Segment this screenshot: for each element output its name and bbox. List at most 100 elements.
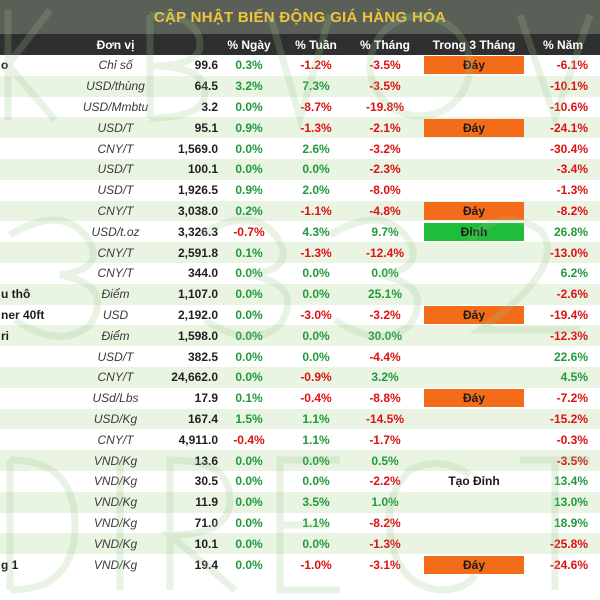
day-change-cell: 0.0% (235, 162, 263, 177)
unit-cell: USD/t.oz (91, 224, 140, 239)
unit-cell: CNY/T (97, 245, 134, 260)
three-month-cell (422, 76, 526, 97)
day-change-cell: 0.0% (235, 557, 263, 572)
year-change-cell: -24.1% (549, 120, 588, 135)
year-change-cell: -12.3% (549, 328, 588, 343)
three-month-cell (422, 180, 526, 201)
week-change-cell: -1.3% (300, 245, 332, 260)
commodity-name (0, 76, 70, 97)
day-change-cell: 0.0% (235, 99, 263, 114)
day-change-cell: 0.0% (235, 495, 263, 510)
day-change-cell: 0.9% (235, 183, 263, 198)
month-change-cell: -8.0% (369, 183, 401, 198)
day-change-cell: 0.3% (235, 58, 263, 73)
year-change-cell: -3.4% (556, 162, 588, 177)
price-cell: 99.6 (194, 58, 218, 73)
three-month-cell (422, 325, 526, 346)
month-change-cell: -4.4% (369, 349, 401, 364)
month-change-cell: -1.3% (369, 536, 401, 551)
price-cell: 1,107.0 (177, 287, 218, 302)
three-month-cell (422, 429, 526, 450)
price-cell: 71.0 (194, 515, 218, 530)
price-cell: 17.9 (194, 391, 218, 406)
unit-cell: VND/Kg (93, 474, 138, 489)
price-cell: 344.0 (187, 266, 218, 281)
commodity-name (0, 221, 70, 242)
unit-cell: USD (102, 307, 129, 322)
table-row: CNY/T 2,591.8 0.1% -1.3% -12.4% -13.0% (0, 242, 600, 263)
day-change-cell: 0.0% (235, 370, 263, 385)
table-row: USD/t.oz 3,326.3 -0.7% 4.3% 9.7% Đỉnh 26.8% (0, 221, 600, 243)
month-change-cell: 0.0% (371, 266, 399, 281)
three-month-cell: Đáy (422, 305, 526, 326)
three-month-cell (422, 263, 526, 284)
table-row: USD/T 95.1 0.9% -1.3% -2.1% Đáy -24.1% (0, 117, 600, 139)
month-change-cell: 3.2% (371, 370, 399, 385)
table-row: CNY/T 24,662.0 0.0% -0.9% 3.2% 4.5% (0, 366, 600, 388)
bottom-badge: Đáy (424, 389, 524, 408)
year-change-cell: -30.4% (549, 141, 588, 156)
commodity-name (0, 263, 70, 284)
table-row: USD/T 382.5 0.0% 0.0% -4.4% 22.6% (0, 346, 600, 367)
unit-cell: VND/Kg (93, 557, 138, 572)
day-change-cell: 0.1% (235, 391, 263, 406)
year-change-cell: -19.4% (549, 307, 588, 322)
three-month-cell: Tạo Đỉnh (422, 471, 526, 492)
bottom-badge: Đáy (424, 118, 524, 137)
three-month-cell (422, 513, 526, 534)
month-change-cell: -3.5% (369, 58, 401, 73)
day-change-cell: 0.9% (235, 120, 263, 135)
unit-cell: CNY/T (97, 203, 134, 218)
three-month-cell (422, 533, 526, 554)
unit-cell: VND/Kg (93, 453, 138, 468)
unit-cell: Điểm (101, 328, 130, 343)
price-cell: 1,569.0 (177, 141, 218, 156)
day-change-cell: 0.0% (235, 266, 263, 281)
header-unit: Đơn vị (96, 37, 135, 52)
price-cell: 10.1 (194, 536, 218, 551)
header-month: % Tháng (360, 37, 410, 52)
top-badge: Đỉnh (424, 222, 524, 241)
day-change-cell: 1.5% (235, 411, 263, 426)
price-cell: 95.1 (194, 120, 218, 135)
year-change-cell: -10.6% (549, 99, 588, 114)
month-change-cell: -2.3% (369, 162, 401, 177)
day-change-cell: 0.0% (235, 349, 263, 364)
price-cell: 2,591.8 (177, 245, 218, 260)
commodity-name (0, 471, 70, 492)
bottom-badge: Đáy (424, 305, 524, 324)
week-change-cell: 7.3% (302, 79, 330, 94)
table-row: g 1 VND/Kg 19.4 0.0% -1.0% -3.1% Đáy -24.6% (0, 554, 600, 575)
table-row: ner 40ft USD 2,192.0 0.0% -3.0% -3.2% Đáy -19.4… (0, 304, 600, 326)
price-cell: 64.5 (194, 79, 218, 94)
table-row: USD/Kg 167.4 1.5% 1.1% -14.5% -15.2% (0, 408, 600, 430)
week-change-cell: 3.5% (302, 495, 330, 510)
table-row: VND/Kg 30.5 0.0% 0.0% -2.2% Tạo Đỉnh 13.4% (0, 470, 600, 492)
commodity-name (0, 450, 70, 471)
week-change-cell: 0.0% (302, 536, 330, 551)
table-row: CNY/T 344.0 0.0% 0.0% 0.0% 6.2% (0, 262, 600, 284)
day-change-cell: 0.0% (235, 453, 263, 468)
month-change-cell: -2.1% (369, 120, 401, 135)
week-change-cell: 0.0% (302, 328, 330, 343)
unit-cell: CNY/T (97, 141, 134, 156)
month-change-cell: -12.4% (365, 245, 405, 260)
commodity-name: g 1 (1, 557, 19, 572)
unit-cell: USD/Mmbtu (82, 99, 149, 114)
table-row: USd/Lbs 17.9 0.1% -0.4% -8.8% Đáy -7.2% (0, 387, 600, 409)
unit-cell: Chỉ số (98, 58, 133, 73)
commodity-name (0, 409, 70, 430)
month-change-cell: 9.7% (371, 224, 399, 239)
day-change-cell: -0.7% (233, 224, 265, 239)
table-body: o Chỉ số 99.6 0.3% -1.2% -3.5% Đáy -6.1% USD/thù… (0, 55, 600, 575)
week-change-cell: 0.0% (302, 474, 330, 489)
three-month-cell: Đáy (422, 388, 526, 409)
three-month-cell (422, 284, 526, 305)
commodity-name (0, 533, 70, 554)
price-cell: 100.1 (187, 162, 218, 177)
table-row: USD/T 100.1 0.0% 0.0% -2.3% -3.4% (0, 158, 600, 180)
commodity-name (0, 117, 70, 138)
month-change-cell: 25.1% (367, 287, 403, 302)
week-change-cell: 1.1% (302, 432, 330, 447)
year-change-cell: -0.3% (556, 432, 588, 447)
